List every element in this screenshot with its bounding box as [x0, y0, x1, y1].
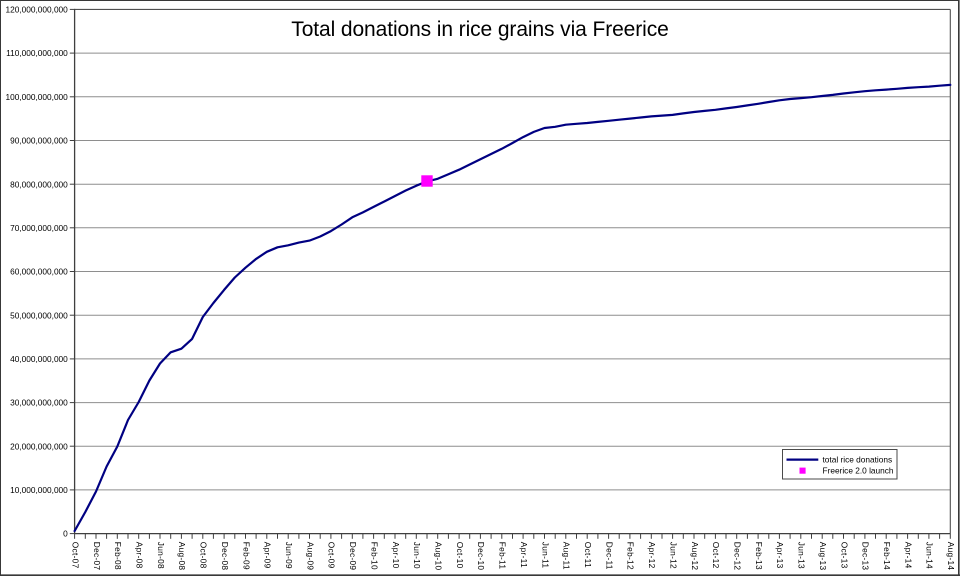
- svg-text:Oct-08: Oct-08: [199, 542, 209, 569]
- svg-text:Feb-10: Feb-10: [369, 542, 379, 570]
- svg-text:20,000,000,000: 20,000,000,000: [10, 441, 68, 451]
- svg-text:Oct-10: Oct-10: [455, 542, 465, 569]
- svg-text:Aug-08: Aug-08: [177, 542, 187, 571]
- svg-text:0: 0: [63, 529, 68, 539]
- svg-text:70,000,000,000: 70,000,000,000: [10, 223, 68, 233]
- svg-text:Aug-11: Aug-11: [562, 542, 572, 570]
- svg-text:30,000,000,000: 30,000,000,000: [10, 398, 68, 408]
- svg-text:Oct-13: Oct-13: [839, 542, 849, 569]
- svg-text:Oct-07: Oct-07: [70, 542, 80, 569]
- svg-text:10,000,000,000: 10,000,000,000: [10, 485, 68, 495]
- svg-text:Jun-08: Jun-08: [156, 542, 166, 569]
- svg-text:Apr-10: Apr-10: [391, 542, 401, 569]
- svg-text:Jun-14: Jun-14: [925, 542, 935, 569]
- svg-text:110,000,000,000: 110,000,000,000: [6, 48, 68, 58]
- svg-text:Dec-08: Dec-08: [220, 542, 230, 571]
- svg-text:Apr-12: Apr-12: [647, 542, 657, 569]
- svg-text:Apr-08: Apr-08: [135, 542, 145, 569]
- svg-text:Jun-10: Jun-10: [412, 542, 422, 569]
- svg-text:Aug-12: Aug-12: [690, 542, 700, 571]
- svg-text:Dec-09: Dec-09: [348, 542, 358, 571]
- svg-text:Oct-11: Oct-11: [583, 542, 593, 568]
- svg-text:Jun-11: Jun-11: [540, 542, 550, 569]
- svg-text:50,000,000,000: 50,000,000,000: [10, 310, 68, 320]
- svg-text:Jun-12: Jun-12: [668, 542, 678, 569]
- svg-text:Dec-10: Dec-10: [476, 542, 486, 571]
- svg-text:Aug-10: Aug-10: [434, 542, 444, 571]
- svg-text:Dec-12: Dec-12: [733, 542, 743, 571]
- svg-text:100,000,000,000: 100,000,000,000: [6, 92, 69, 102]
- svg-text:Aug-09: Aug-09: [305, 542, 315, 571]
- svg-text:80,000,000,000: 80,000,000,000: [10, 179, 68, 189]
- svg-text:Oct-12: Oct-12: [711, 542, 721, 569]
- svg-text:Feb-11: Feb-11: [498, 542, 508, 570]
- svg-text:Feb-08: Feb-08: [113, 542, 123, 570]
- svg-text:Aug-13: Aug-13: [818, 542, 828, 571]
- svg-text:Apr-09: Apr-09: [263, 542, 273, 569]
- svg-text:Feb-09: Feb-09: [241, 542, 251, 570]
- svg-text:Total donations in rice grains: Total donations in rice grains via Freer…: [291, 18, 668, 41]
- svg-text:Freerice 2.0 launch: Freerice 2.0 launch: [823, 465, 894, 475]
- svg-text:40,000,000,000: 40,000,000,000: [10, 354, 68, 364]
- svg-text:Dec-13: Dec-13: [861, 542, 871, 571]
- svg-text:Feb-14: Feb-14: [882, 542, 892, 570]
- svg-text:Dec-11: Dec-11: [604, 542, 614, 570]
- svg-text:Apr-13: Apr-13: [775, 542, 785, 569]
- svg-text:90,000,000,000: 90,000,000,000: [10, 136, 68, 146]
- svg-text:Feb-12: Feb-12: [626, 542, 636, 570]
- svg-text:Aug-14: Aug-14: [946, 542, 956, 571]
- svg-text:Apr-11: Apr-11: [519, 542, 529, 568]
- svg-text:Jun-09: Jun-09: [284, 542, 294, 569]
- svg-text:Feb-13: Feb-13: [754, 542, 764, 570]
- svg-text:total rice donations: total rice donations: [823, 455, 893, 465]
- svg-text:Oct-09: Oct-09: [327, 542, 337, 569]
- svg-text:Dec-07: Dec-07: [92, 542, 102, 571]
- svg-text:Apr-14: Apr-14: [903, 542, 913, 569]
- svg-text:60,000,000,000: 60,000,000,000: [10, 267, 68, 277]
- svg-text:120,000,000,000: 120,000,000,000: [6, 5, 69, 15]
- svg-text:Jun-13: Jun-13: [797, 542, 807, 569]
